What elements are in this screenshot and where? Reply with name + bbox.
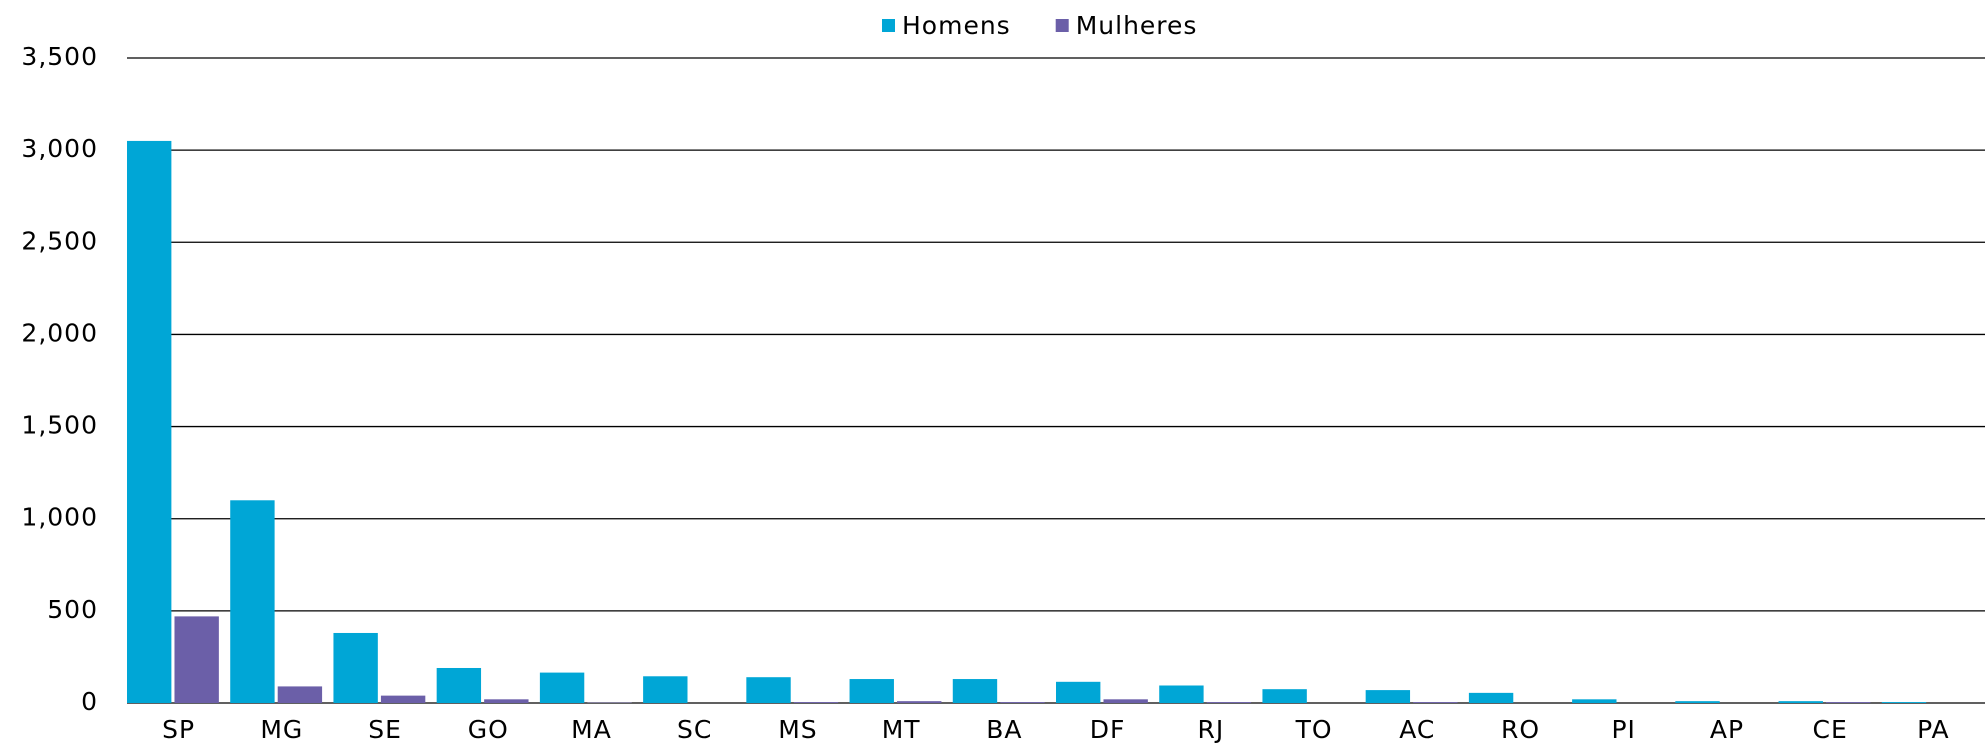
x-tick-label: RJ [1197,715,1224,744]
bar [897,701,942,703]
y-tick-label: 500 [47,595,98,624]
legend-swatch [882,19,895,32]
x-tick-label: BA [986,715,1022,744]
bar [1159,685,1204,703]
bar [849,679,894,703]
x-tick-label: SE [368,715,402,744]
x-tick-label: SC [677,715,712,744]
bar [1572,699,1617,703]
y-tick-label: 3,000 [21,134,98,163]
bar [127,140,172,703]
y-tick-label: 0 [81,687,98,716]
x-tick-label: PA [1917,715,1950,744]
bar [1468,692,1514,703]
x-tick-label: MA [571,715,612,744]
bar [1206,702,1252,703]
x-tick-label: GO [468,715,509,744]
x-tick-label: SP [162,715,195,744]
y-tick-label: 3,500 [21,42,98,71]
y-tick-label: 2,000 [21,318,98,347]
legend-label: Homens [902,11,1011,40]
bar [793,702,839,703]
bar [1778,701,1823,703]
bar [380,695,426,703]
legend-swatch [1055,19,1069,32]
bar [1365,690,1411,703]
bar [484,699,529,703]
bar [230,500,275,703]
bar [1413,702,1458,703]
bar [643,676,688,703]
bar [1262,689,1307,703]
bar [539,672,585,703]
x-tick-label: RO [1501,715,1540,744]
bar [333,632,378,703]
x-tick-label: AP [1710,715,1744,744]
y-tick-label: 1,000 [21,503,98,532]
x-tick-label: DF [1090,715,1126,744]
legend-label: Mulheres [1076,11,1198,40]
bar [952,679,998,703]
x-tick-label: MS [778,715,817,744]
bar [1103,699,1148,703]
bar [174,616,219,703]
bar [1000,702,1045,703]
x-tick-label: MG [260,715,303,744]
x-tick-label: PI [1611,715,1635,744]
x-tick-label: MT [882,715,921,744]
y-tick-label: 2,500 [21,226,98,255]
x-tick-label: CE [1813,715,1848,744]
y-tick-label: 1,500 [21,411,98,440]
bar [277,686,323,703]
bar [1826,702,1871,703]
x-tick-label: AC [1399,715,1435,744]
bar [1056,681,1101,703]
x-tick-label: TO [1295,715,1333,744]
bar [746,677,791,703]
bar [1675,701,1720,703]
bar [436,667,482,703]
bar [1881,702,1927,703]
